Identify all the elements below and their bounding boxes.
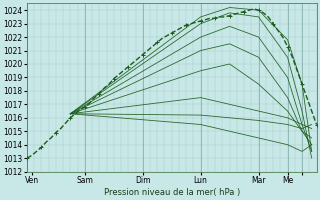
X-axis label: Pression niveau de la mer( hPa ): Pression niveau de la mer( hPa ): [104, 188, 240, 197]
